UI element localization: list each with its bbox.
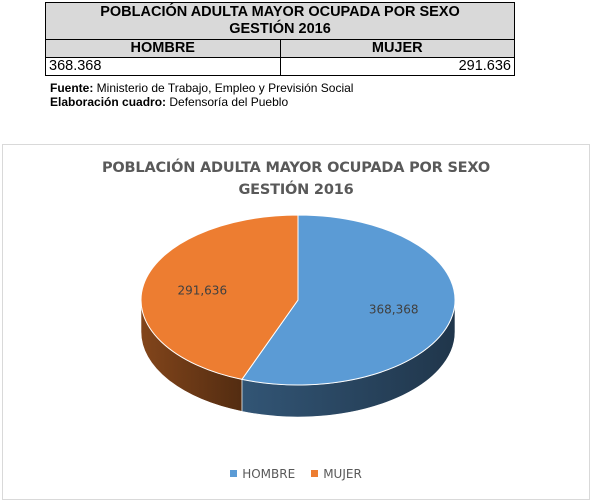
pie-chart: 368,368 291,636 (140, 214, 456, 418)
chart-area: POBLACIÓN ADULTA MAYOR OCUPADA POR SEXO … (2, 144, 590, 500)
data-label-mujer: 291,636 (177, 283, 227, 297)
legend-label-mujer: MUJER (323, 467, 362, 481)
prepared-text: Defensoría del Pueblo (166, 95, 289, 109)
source-label: Fuente: (50, 81, 94, 95)
table-title-line2: GESTIÓN 2016 (229, 21, 331, 37)
pie-slice-hombre (241, 214, 456, 386)
chart-title: POBLACIÓN ADULTA MAYOR OCUPADA POR SEXO (102, 160, 490, 176)
data-table: POBLACIÓN ADULTA MAYOR OCUPADA POR SEXO … (45, 2, 515, 76)
value-hombre: 368.368 (45, 57, 281, 76)
chart-legend: HOMBRE MUJER (3, 467, 589, 481)
table-title-line1: POBLACIÓN ADULTA MAYOR OCUPADA POR SEXO (100, 4, 460, 20)
source-note: Fuente: Ministerio de Trabajo, Empleo y … (50, 81, 353, 95)
legend-swatch-hombre (230, 470, 238, 477)
header-mujer: MUJER (279, 39, 515, 58)
header-hombre: HOMBRE (45, 39, 281, 58)
legend-label-hombre: HOMBRE (242, 467, 296, 481)
data-label-hombre: 368,368 (369, 303, 419, 317)
table-notes: Fuente: Ministerio de Trabajo, Empleo y … (50, 81, 353, 109)
pie-slice-mujer (140, 214, 299, 380)
value-mujer: 291.636 (279, 57, 515, 76)
legend-item-mujer: MUJER (311, 467, 362, 481)
prepared-note: Elaboración cuadro: Defensoría del Puebl… (50, 95, 353, 109)
legend-item-hombre: HOMBRE (230, 467, 295, 481)
source-text: Ministerio de Trabajo, Empleo y Previsió… (93, 81, 354, 95)
chart-subtitle: GESTIÓN 2016 (238, 182, 354, 198)
legend-swatch-mujer (311, 470, 319, 477)
prepared-label: Elaboración cuadro: (50, 95, 167, 109)
table-title: POBLACIÓN ADULTA MAYOR OCUPADA POR SEXO … (45, 2, 515, 40)
